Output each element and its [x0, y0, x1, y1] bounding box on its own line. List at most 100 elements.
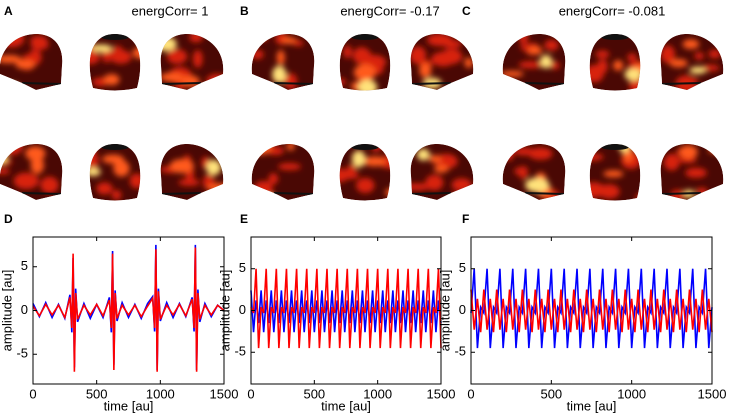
blob — [613, 60, 624, 71]
x-axis-label: time [au] — [321, 398, 371, 413]
blob — [677, 157, 697, 164]
blob — [682, 39, 700, 49]
head-edge — [161, 192, 202, 195]
blob — [660, 45, 675, 64]
head — [160, 33, 224, 90]
head-blobs — [160, 155, 224, 192]
blob — [410, 183, 431, 191]
blob — [356, 177, 375, 194]
blob — [589, 182, 605, 198]
blob — [353, 64, 376, 82]
y-tick-label: 0 — [239, 302, 246, 317]
head-edge — [661, 82, 702, 85]
head-cap — [601, 144, 629, 150]
head — [339, 144, 391, 201]
blob — [111, 189, 122, 201]
x-tick-label: 1000 — [363, 386, 392, 401]
blob — [433, 165, 449, 173]
blob — [276, 50, 285, 66]
panel-label: F — [462, 212, 469, 226]
blob — [89, 167, 101, 177]
blob — [251, 143, 273, 155]
head-cap — [101, 34, 129, 40]
blob — [603, 170, 624, 178]
blob — [514, 167, 524, 175]
blob — [464, 57, 474, 69]
blob — [539, 54, 553, 69]
head — [410, 33, 474, 90]
series-line — [32, 247, 225, 372]
blob — [351, 150, 366, 168]
blob — [0, 33, 25, 48]
head — [660, 33, 724, 90]
blob — [701, 64, 720, 72]
x-tick-label: 0 — [467, 386, 474, 401]
head-edge — [161, 82, 202, 85]
panel-title: energCorr= 1 — [132, 3, 209, 18]
blob — [346, 164, 357, 177]
head — [89, 144, 141, 201]
panel-title: energCorr= -0.081 — [559, 3, 666, 18]
head-edge — [411, 82, 452, 85]
panel-label: A — [4, 4, 13, 18]
blob — [518, 61, 543, 69]
blob — [272, 65, 287, 84]
blob — [339, 168, 349, 183]
blob — [689, 66, 707, 74]
blob — [685, 167, 707, 178]
head — [339, 34, 391, 91]
panel-label: D — [4, 212, 13, 226]
blob — [261, 187, 274, 200]
x-axis-label: time [au] — [567, 398, 617, 413]
x-tick-label: 1000 — [146, 386, 175, 401]
blob — [206, 159, 222, 176]
blob — [277, 163, 302, 171]
head-edge — [273, 82, 314, 85]
blob — [0, 143, 23, 156]
head-cap — [351, 34, 379, 40]
x-tick-label: 1000 — [617, 386, 646, 401]
blob — [30, 38, 49, 51]
head-blobs — [660, 39, 721, 90]
blob — [30, 156, 44, 174]
head-edge — [273, 192, 314, 195]
head — [251, 33, 315, 90]
blob — [419, 62, 432, 78]
head — [502, 143, 566, 200]
x-tick-label: 1500 — [210, 386, 239, 401]
y-tick-label: -5 — [16, 346, 28, 361]
y-axis-label: amplitude [au] — [0, 270, 14, 352]
blob — [89, 157, 99, 169]
head-blobs — [410, 33, 474, 89]
head-edge — [21, 82, 62, 85]
x-axis-label: time [au] — [104, 398, 154, 413]
blob — [416, 148, 430, 161]
blob — [96, 182, 113, 195]
blob — [357, 79, 378, 91]
blob — [178, 178, 200, 186]
x-tick-label: 1500 — [698, 386, 727, 401]
x-tick-label: 500 — [303, 386, 325, 401]
blob — [3, 82, 20, 90]
blob — [441, 40, 462, 49]
head-cap — [101, 144, 129, 150]
blob — [132, 46, 141, 59]
head-edge — [21, 192, 62, 195]
head — [589, 34, 641, 91]
y-tick-label: -5 — [454, 344, 466, 359]
blob — [0, 168, 11, 175]
head-edge — [411, 192, 452, 195]
blob — [160, 72, 185, 82]
y-tick-label: 5 — [239, 260, 246, 275]
head-cap — [351, 144, 379, 150]
blob — [461, 143, 474, 151]
blob — [450, 192, 473, 200]
blob — [286, 143, 295, 151]
blob — [679, 145, 698, 159]
panel-label: C — [462, 4, 471, 18]
blob — [251, 192, 264, 200]
blob — [40, 176, 59, 194]
blob — [206, 183, 224, 192]
head-maps — [0, 33, 724, 201]
blob — [624, 68, 641, 81]
